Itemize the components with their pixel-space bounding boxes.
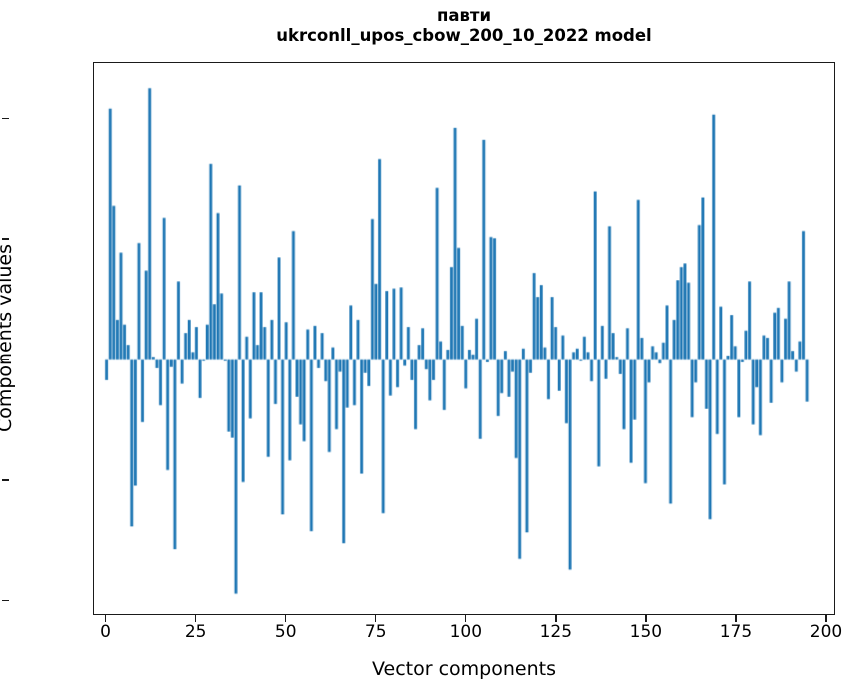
- y-tick-mark: [2, 117, 9, 120]
- x-tick-mark: [825, 615, 827, 622]
- bar-series-canvas: [94, 63, 834, 614]
- y-axis-label: Components values: [0, 243, 16, 433]
- plot-axes: [93, 62, 835, 615]
- x-tick-mark: [285, 615, 287, 622]
- chart-title-line1: павти: [436, 6, 492, 25]
- y-tick-mark: [2, 238, 9, 240]
- x-tick-mark: [194, 615, 197, 622]
- x-tick-label: 200: [809, 622, 843, 642]
- x-tick-label: 125: [539, 622, 573, 642]
- y-tick-label: 2: [0, 109, 1, 129]
- x-tick-mark: [735, 615, 737, 622]
- x-axis-label: Vector components: [372, 658, 556, 680]
- x-tick-mark: [555, 615, 557, 622]
- x-tick-label: 25: [184, 622, 207, 642]
- x-tick-mark: [375, 615, 377, 622]
- x-tick-mark: [645, 615, 647, 622]
- y-tick-label: −1: [0, 470, 1, 490]
- chart-title-line2: ukrconll_upos_cbow_200_10_2022 model: [276, 26, 652, 46]
- y-tick-mark: [2, 479, 9, 481]
- x-tick-label: 75: [364, 622, 387, 642]
- x-tick-label: 100: [449, 622, 483, 642]
- x-tick-label: 175: [719, 622, 753, 642]
- x-tick-label: 150: [629, 622, 663, 642]
- y-tick-label: −2: [0, 591, 1, 611]
- y-tick-mark: [2, 599, 9, 602]
- y-tick-mark: [2, 358, 9, 361]
- y-tick-label: 1: [0, 229, 1, 249]
- x-tick-mark: [465, 615, 467, 622]
- chart-title: павти ukrconll_upos_cbow_200_10_2022 mod…: [93, 6, 835, 47]
- y-tick-label: 0: [0, 350, 1, 370]
- x-tick-label: 50: [274, 622, 297, 642]
- x-tick-label: 0: [100, 622, 112, 642]
- x-tick-mark: [104, 615, 107, 622]
